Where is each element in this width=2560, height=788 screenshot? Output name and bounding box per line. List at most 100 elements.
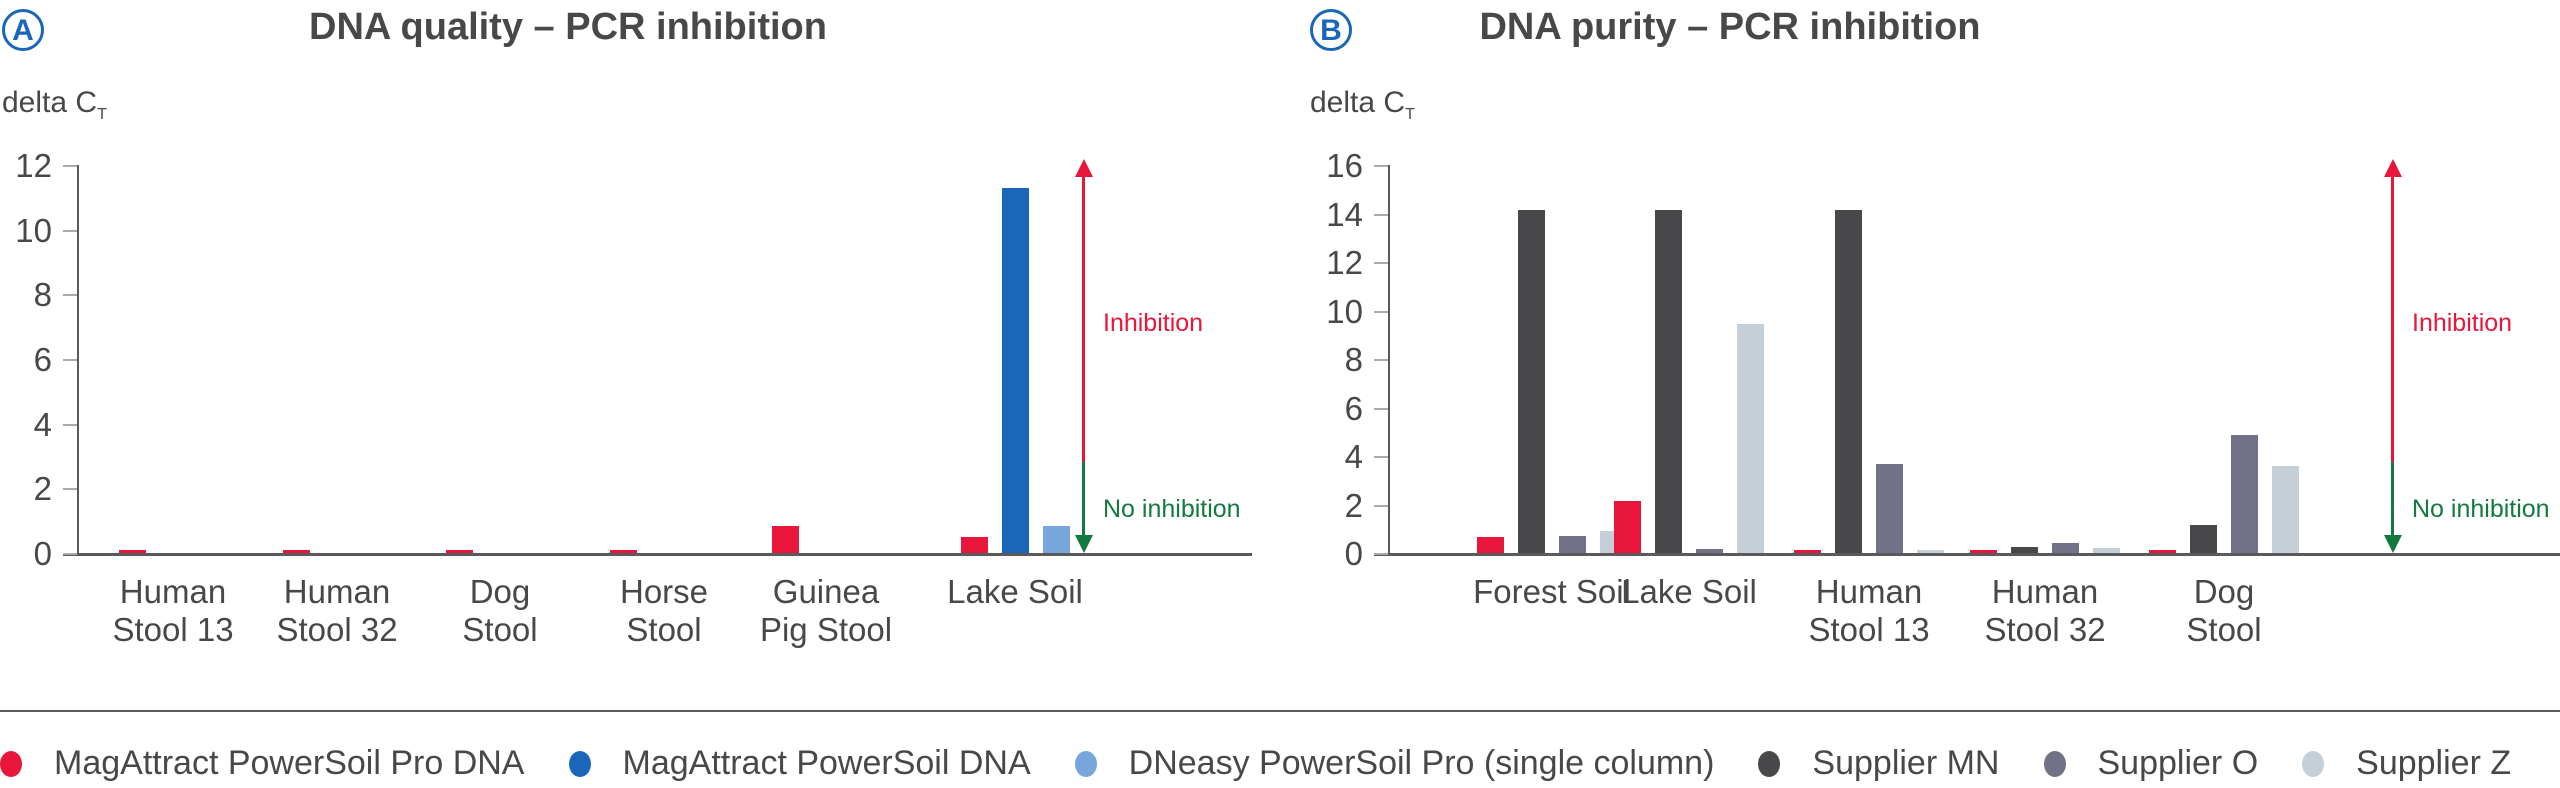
y-tick-mark: [63, 423, 77, 426]
bar-supplier-mn: [1655, 210, 1682, 553]
y-tick-label: 10: [15, 211, 52, 249]
x-axis-line: [63, 553, 1252, 556]
panel-b-badge: B: [1310, 9, 1352, 51]
legend-dot-icon: [2302, 750, 2325, 777]
inhibition-arrow-line: [1082, 175, 1085, 462]
panel-a-y-axis-label: delta CT: [2, 86, 107, 124]
no-inhibition-arrow-line: [1082, 461, 1085, 537]
bar-magattract-powersoil-pro-dna: [1794, 550, 1821, 553]
bar-magattract-powersoil-pro-dna: [1614, 501, 1641, 553]
y-tick-label: 0: [1344, 535, 1363, 572]
y-tick-label: 0: [33, 535, 52, 572]
bar-magattract-powersoil-pro-dna: [1970, 550, 1997, 553]
y-axis-line: [1388, 165, 1390, 555]
y-tick-mark: [1374, 213, 1388, 216]
y-axis-line: [77, 165, 79, 555]
y-tick-label: 6: [33, 341, 52, 378]
x-category-label: Guinea Pig Stool: [759, 573, 893, 648]
x-category-label: Human Stool 32: [276, 573, 398, 648]
legend-dot-icon: [568, 750, 591, 777]
bar-supplier-mn: [2011, 547, 2038, 553]
y-tick-mark: [1374, 165, 1388, 167]
no-inhibition-arrow-line: [2391, 461, 2394, 537]
panel-b-title: DNA purity – PCR inhibition: [1479, 6, 1981, 48]
bar-magattract-powersoil-pro-dna: [118, 550, 146, 553]
legend-item: MagAttract PowerSoil DNA: [568, 744, 1031, 783]
bar-supplier-o: [2231, 435, 2258, 553]
panel-a-title: DNA quality – PCR inhibition: [309, 6, 827, 48]
y-tick-mark: [63, 359, 77, 361]
y-tick-mark: [63, 488, 77, 491]
x-category-label: Human Stool 13: [1808, 573, 1930, 648]
bar-magattract-powersoil-dna: [1001, 187, 1029, 553]
y-tick-label: 4: [1344, 438, 1363, 475]
legend-divider: [0, 710, 2560, 712]
inhibition-label: Inhibition: [2412, 308, 2513, 337]
y-axis-label-text: delta C: [2, 86, 98, 119]
y-tick-mark: [63, 229, 77, 232]
legend-item: MagAttract PowerSoil Pro DNA: [0, 744, 525, 783]
x-category-label: Human Stool 32: [1984, 573, 2106, 648]
y-tick-mark: [63, 553, 77, 555]
no-inhibition-label: No inhibition: [1103, 495, 1241, 523]
y-tick-mark: [1374, 553, 1388, 555]
panel-b-y-axis-label: delta CT: [1310, 86, 1415, 124]
legend-label: Supplier MN: [1812, 744, 2000, 782]
legend-label: DNeasy PowerSoil Pro (single column): [1128, 744, 1715, 782]
legend-label: Supplier Z: [2356, 744, 2512, 782]
y-tick-label: 2: [33, 470, 52, 508]
bar-magattract-powersoil-pro-dna: [771, 525, 799, 553]
x-category-label: Lake Soil: [1621, 573, 1757, 610]
bar-supplier-mn: [1518, 210, 1545, 553]
bar-magattract-powersoil-pro-dna: [609, 550, 637, 553]
bar-magattract-powersoil-pro-dna: [1477, 537, 1504, 553]
bar-supplier-z: [1737, 323, 1764, 553]
x-category-label: Lake Soil: [947, 573, 1083, 610]
y-tick-mark: [1374, 407, 1388, 410]
inhibition-arrow-line: [2391, 175, 2394, 462]
x-category-label: Forest Soil: [1473, 573, 1631, 610]
bar-supplier-o: [2052, 543, 2079, 553]
arrow-down-icon: [2384, 535, 2402, 553]
legend-label: Supplier O: [2097, 744, 2259, 782]
legend-item: Supplier O: [2043, 744, 2259, 783]
y-tick-mark: [1374, 310, 1388, 313]
inhibition-label: Inhibition: [1103, 308, 1204, 337]
y-tick-label: 8: [1344, 341, 1363, 378]
bar-supplier-z: [1917, 550, 1944, 553]
y-tick-label: 4: [33, 405, 52, 443]
x-category-label: Dog Stool: [2186, 573, 2262, 648]
bar-supplier-o: [1696, 549, 1723, 553]
y-tick-label: 16: [1326, 147, 1363, 184]
y-tick-label: 2: [1344, 486, 1363, 524]
arrow-up-icon: [1075, 159, 1093, 177]
y-tick-mark: [1374, 262, 1388, 264]
y-tick-mark: [63, 165, 77, 167]
legend-dot-icon: [1758, 750, 1781, 777]
arrow-down-icon: [1075, 535, 1093, 553]
bar-magattract-powersoil-pro-dna: [282, 550, 310, 553]
y-axis-label-text: delta C: [1310, 86, 1406, 119]
bar-supplier-mn: [2190, 525, 2217, 553]
legend-label: MagAttract PowerSoil Pro DNA: [54, 744, 525, 782]
y-tick-mark: [1374, 456, 1388, 458]
x-category-label: Human Stool 13: [112, 573, 234, 648]
panel-a-badge: A: [2, 9, 44, 51]
y-tick-label: 12: [15, 147, 52, 184]
bar-dneasy-powersoil-pro-single-column-: [1042, 525, 1070, 553]
x-category-label: Horse Stool: [619, 573, 709, 648]
y-tick-mark: [1374, 504, 1388, 507]
arrow-up-icon: [2384, 159, 2402, 177]
bar-magattract-powersoil-pro-dna: [445, 550, 473, 553]
y-axis-label-sub: T: [1405, 106, 1415, 123]
y-axis-label-sub: T: [97, 106, 107, 123]
y-tick-mark: [63, 294, 77, 297]
legend-item: Supplier MN: [1758, 744, 2000, 783]
legend: MagAttract PowerSoil Pro DNA MagAttract P…: [0, 744, 2555, 783]
bar-supplier-o: [1559, 535, 1586, 553]
legend-item: Supplier Z: [2302, 744, 2511, 783]
bar-magattract-powersoil-pro-dna: [960, 537, 988, 553]
bar-supplier-z: [2093, 547, 2120, 553]
legend-dot-icon: [2043, 750, 2066, 777]
y-tick-label: 10: [1326, 292, 1363, 330]
